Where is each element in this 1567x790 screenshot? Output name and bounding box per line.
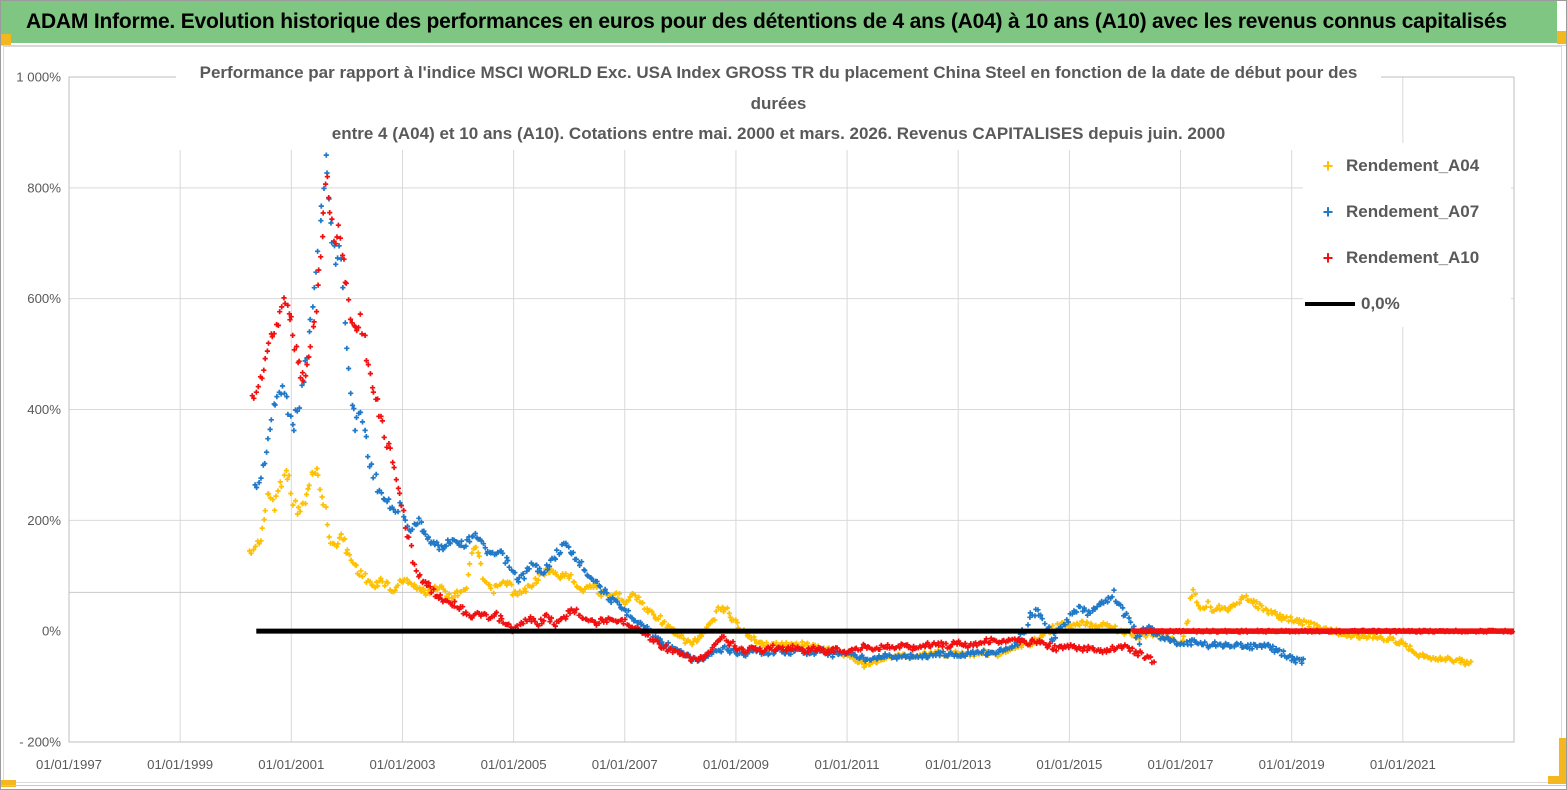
y-tick-label: 400% — [27, 402, 61, 417]
legend-item-rendement-a04[interactable]: + Rendement_A04 — [1303, 143, 1511, 189]
legend-label: 0,0% — [1361, 294, 1400, 313]
chart-title-line-3: entre 4 (A04) et 10 ans (A10). Cotations… — [331, 124, 1226, 143]
series-rendement-a10-flat-points — [1130, 627, 1516, 635]
series-rendement-a10-points — [249, 174, 1157, 666]
selection-handle[interactable] — [1, 34, 11, 45]
x-tick-label: 01/01/2007 — [592, 757, 658, 772]
legend-line-swatch — [1305, 302, 1355, 306]
legend-label: Rendement_A07 — [1346, 202, 1480, 221]
legend-plus-marker-icon: + — [1322, 155, 1334, 176]
x-tick-label: 01/01/2003 — [369, 757, 435, 772]
title-bar: ADAM Informe. Evolution historique des p… — [1, 1, 1557, 43]
x-tick-label: 01/01/2019 — [1259, 757, 1325, 772]
y-tick-label: - 200% — [19, 735, 61, 750]
y-tick-label: 600% — [27, 291, 61, 306]
x-tick-label: 01/01/2013 — [925, 757, 991, 772]
window-title: ADAM Informe. Evolution historique des p… — [26, 10, 1507, 33]
series-rendement-a04-points — [247, 465, 1474, 670]
legend: + Rendement_A04 + Rendement_A07 + Rendement_A… — [1303, 143, 1511, 327]
chart-title-line-1: Performance par rapport à l'indice MSCI … — [199, 63, 1358, 82]
legend-plus-marker-icon: + — [1322, 201, 1334, 222]
legend-item-0-0-[interactable]: 0,0% — [1303, 281, 1511, 327]
legend-item-rendement-a10[interactable]: + Rendement_A10 — [1303, 235, 1511, 281]
x-tick-label: 01/01/2011 — [815, 757, 880, 772]
x-tick-label: 01/01/1999 — [147, 757, 213, 772]
chart-outer-border — [3, 46, 1562, 783]
y-tick-label: 0% — [42, 624, 61, 639]
y-tick-label: 1 000% — [16, 70, 61, 85]
selection-handle[interactable] — [1559, 738, 1566, 784]
chart-title: Performance par rapport à l'indice MSCI … — [176, 58, 1381, 150]
y-tick-label: 200% — [27, 513, 61, 528]
legend-plus-marker-icon: + — [1322, 247, 1334, 268]
divider — [1, 785, 1566, 786]
x-tick-label: 01/01/2005 — [481, 757, 547, 772]
y-tick-label: 800% — [27, 180, 61, 195]
divider — [1, 45, 1566, 46]
legend-label: Rendement_A10 — [1346, 248, 1480, 267]
selection-handle[interactable] — [1557, 31, 1566, 44]
x-tick-label: 01/01/2009 — [703, 757, 769, 772]
selection-handle[interactable] — [1548, 776, 1566, 784]
x-tick-label: 01/01/2017 — [1148, 757, 1214, 772]
legend-label: Rendement_A04 — [1346, 156, 1480, 175]
selection-handle[interactable] — [1, 780, 16, 787]
x-tick-label: 01/01/2015 — [1036, 757, 1102, 772]
legend-item-rendement-a07[interactable]: + Rendement_A07 — [1303, 189, 1511, 235]
chart-title-line-2: durées — [750, 93, 807, 113]
x-tick-label: 01/01/2001 — [258, 757, 324, 772]
x-tick-label: 01/01/1997 — [36, 757, 102, 772]
x-tick-label: 01/01/2021 — [1370, 757, 1436, 772]
